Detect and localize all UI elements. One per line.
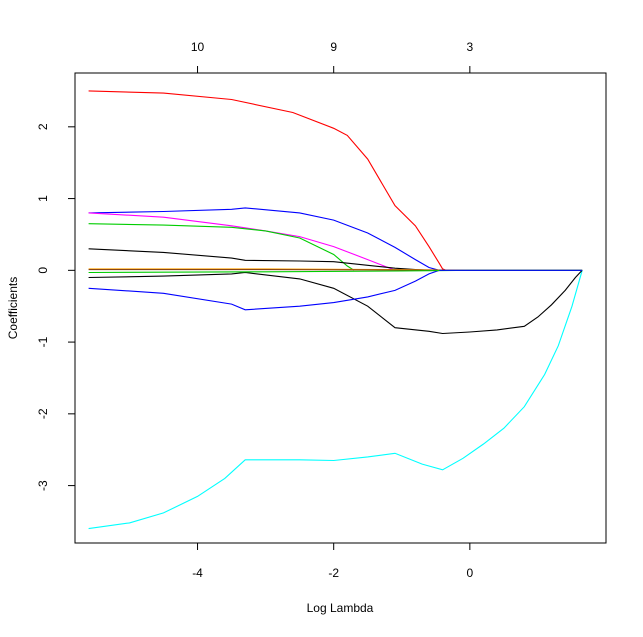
top-tick-label: 9 — [330, 40, 337, 54]
series-line-7 — [88, 223, 355, 271]
y-tick-label: 0 — [36, 267, 50, 274]
series-line-8 — [88, 248, 430, 271]
series-line-2 — [88, 270, 583, 530]
y-tick-label: -1 — [36, 336, 50, 347]
top-tick-label: 10 — [191, 40, 205, 54]
y-tick-label: -2 — [36, 408, 50, 419]
series-layer — [88, 90, 583, 530]
x-tick-label: 0 — [467, 566, 474, 580]
series-line-6 — [88, 212, 396, 271]
x-tick-label: -4 — [192, 566, 203, 580]
x-tick-label: -2 — [328, 566, 339, 580]
series-line-5 — [88, 207, 440, 271]
y-tick-label: 2 — [36, 123, 50, 130]
top-tick-label: 3 — [467, 40, 474, 54]
y-axis-title: Coefficients — [6, 277, 20, 339]
series-line-3 — [88, 269, 583, 335]
series-line-1 — [88, 90, 447, 271]
plot-frame — [74, 72, 607, 544]
y-tick-label: -3 — [36, 480, 50, 491]
y-tick-label: 1 — [36, 195, 50, 202]
series-line-4 — [88, 269, 440, 311]
x-axis-title: Log Lambda — [307, 601, 374, 615]
